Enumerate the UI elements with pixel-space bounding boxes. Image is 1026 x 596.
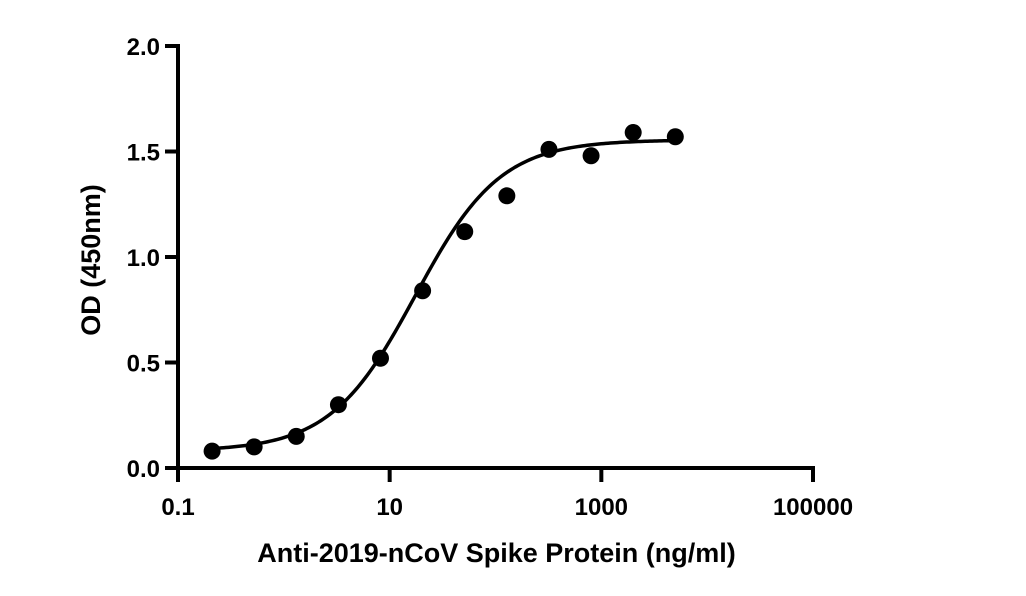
- data-point: [456, 223, 474, 241]
- axes: [165, 44, 815, 482]
- x-tick-label: 100000: [773, 494, 853, 521]
- x-axis-title: Anti-2019-nCoV Spike Protein (ng/ml): [257, 538, 736, 568]
- y-tick-label: 0.0: [127, 456, 160, 483]
- data-point: [329, 396, 347, 414]
- y-tick-label: 1.0: [127, 245, 160, 272]
- data-point: [498, 187, 516, 205]
- data-points: [203, 124, 684, 460]
- data-point: [666, 128, 684, 146]
- data-point: [414, 282, 432, 300]
- fit-curve: [211, 138, 676, 451]
- data-point: [624, 124, 642, 142]
- y-tick-label: 2.0: [127, 34, 160, 61]
- data-point: [287, 427, 305, 445]
- y-tick-label: 0.5: [127, 351, 160, 378]
- x-tick-label: 1000: [575, 494, 628, 521]
- x-ticks: 0.1 10 1000 100000: [161, 468, 853, 521]
- data-point: [540, 140, 558, 158]
- data-point: [371, 349, 389, 367]
- y-axis-title: OD (450nm): [76, 184, 106, 336]
- data-point: [203, 442, 221, 460]
- data-point: [245, 438, 263, 456]
- y-ticks: 0.0 0.5 1.0 1.5 2.0: [127, 34, 178, 483]
- x-tick-label: 10: [376, 494, 403, 521]
- y-tick-label: 1.5: [127, 140, 160, 167]
- x-tick-label: 0.1: [161, 494, 194, 521]
- data-point: [582, 147, 600, 165]
